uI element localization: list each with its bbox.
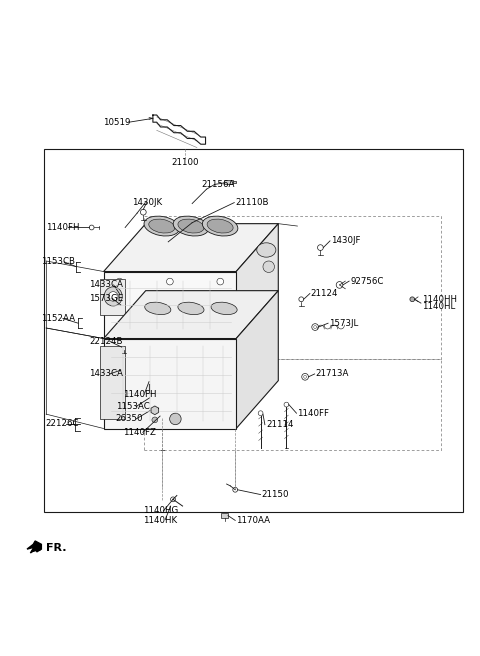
Bar <box>221 513 228 518</box>
Text: 1573GE: 1573GE <box>89 294 123 303</box>
Ellipse shape <box>207 219 233 233</box>
Bar <box>224 180 233 184</box>
Circle shape <box>217 278 224 285</box>
Circle shape <box>233 487 238 492</box>
Text: 1430JF: 1430JF <box>331 236 360 245</box>
Circle shape <box>141 209 146 215</box>
Polygon shape <box>104 291 278 338</box>
Circle shape <box>120 290 126 297</box>
Circle shape <box>122 345 127 350</box>
Bar <box>44 148 463 512</box>
Text: 1140FF: 1140FF <box>298 409 329 418</box>
Circle shape <box>108 292 118 301</box>
Circle shape <box>314 325 317 329</box>
Bar <box>144 359 441 450</box>
Text: 21713A: 21713A <box>316 369 349 379</box>
Text: 1140FH: 1140FH <box>46 223 80 232</box>
Text: 1152AA: 1152AA <box>41 314 75 323</box>
Text: 1433CA: 1433CA <box>89 280 123 289</box>
Text: 1140FZ: 1140FZ <box>123 428 156 437</box>
Ellipse shape <box>178 219 204 233</box>
Text: 21150: 21150 <box>262 490 289 499</box>
Polygon shape <box>104 272 236 338</box>
Ellipse shape <box>149 219 175 233</box>
Circle shape <box>150 393 156 399</box>
Polygon shape <box>236 291 278 428</box>
Ellipse shape <box>144 216 180 236</box>
Circle shape <box>304 375 307 379</box>
Circle shape <box>116 325 123 332</box>
Text: 26350: 26350 <box>116 415 143 423</box>
Text: FR.: FR. <box>46 543 67 553</box>
Polygon shape <box>100 346 125 419</box>
Circle shape <box>258 411 263 416</box>
Circle shape <box>167 278 173 285</box>
Ellipse shape <box>178 302 204 315</box>
Circle shape <box>160 413 165 417</box>
Ellipse shape <box>173 216 209 236</box>
Text: 10519: 10519 <box>103 117 130 127</box>
Text: 1153CB: 1153CB <box>41 257 75 266</box>
Ellipse shape <box>145 302 171 315</box>
Circle shape <box>169 413 181 424</box>
Circle shape <box>121 367 128 373</box>
Circle shape <box>410 297 415 302</box>
Text: 92756C: 92756C <box>350 277 384 285</box>
Polygon shape <box>151 406 158 415</box>
Bar <box>233 181 236 183</box>
Circle shape <box>318 245 323 251</box>
Ellipse shape <box>211 302 237 315</box>
Circle shape <box>217 325 224 332</box>
Text: 21124: 21124 <box>311 289 338 298</box>
Circle shape <box>336 281 343 288</box>
Text: 1170AA: 1170AA <box>236 516 270 525</box>
Text: 21156A: 21156A <box>202 180 235 189</box>
Bar <box>144 216 441 359</box>
Text: 1140HH: 1140HH <box>422 295 457 304</box>
Text: 22126C: 22126C <box>45 419 79 428</box>
Circle shape <box>263 261 275 272</box>
Text: 1573JL: 1573JL <box>329 319 358 328</box>
Polygon shape <box>104 338 236 428</box>
Circle shape <box>312 323 319 331</box>
Polygon shape <box>100 279 125 315</box>
Circle shape <box>123 369 126 371</box>
Text: 21110B: 21110B <box>235 198 269 207</box>
Text: 1140HG: 1140HG <box>144 506 179 516</box>
Text: 1153AC: 1153AC <box>116 402 149 411</box>
Text: 22124B: 22124B <box>89 337 123 346</box>
Circle shape <box>116 278 123 285</box>
Polygon shape <box>27 541 41 553</box>
Circle shape <box>170 497 175 502</box>
Ellipse shape <box>104 287 122 306</box>
Circle shape <box>152 417 157 422</box>
Circle shape <box>302 373 309 380</box>
Text: 1433CA: 1433CA <box>89 369 123 379</box>
Text: 1140HL: 1140HL <box>422 302 455 311</box>
Circle shape <box>299 297 304 302</box>
Circle shape <box>121 302 128 308</box>
Circle shape <box>167 325 173 332</box>
Circle shape <box>146 378 152 384</box>
Text: 1430JK: 1430JK <box>132 198 162 207</box>
Circle shape <box>123 304 126 306</box>
Polygon shape <box>236 224 278 338</box>
Polygon shape <box>153 115 205 144</box>
Bar <box>150 396 156 401</box>
Circle shape <box>89 225 94 230</box>
Text: 21100: 21100 <box>171 158 199 167</box>
Polygon shape <box>104 224 278 272</box>
Circle shape <box>284 402 289 407</box>
Circle shape <box>121 292 124 295</box>
Text: 1140FH: 1140FH <box>123 390 156 399</box>
Text: 21114: 21114 <box>266 420 294 429</box>
Ellipse shape <box>203 216 238 236</box>
Text: 1140HK: 1140HK <box>144 516 178 525</box>
Ellipse shape <box>257 243 276 257</box>
